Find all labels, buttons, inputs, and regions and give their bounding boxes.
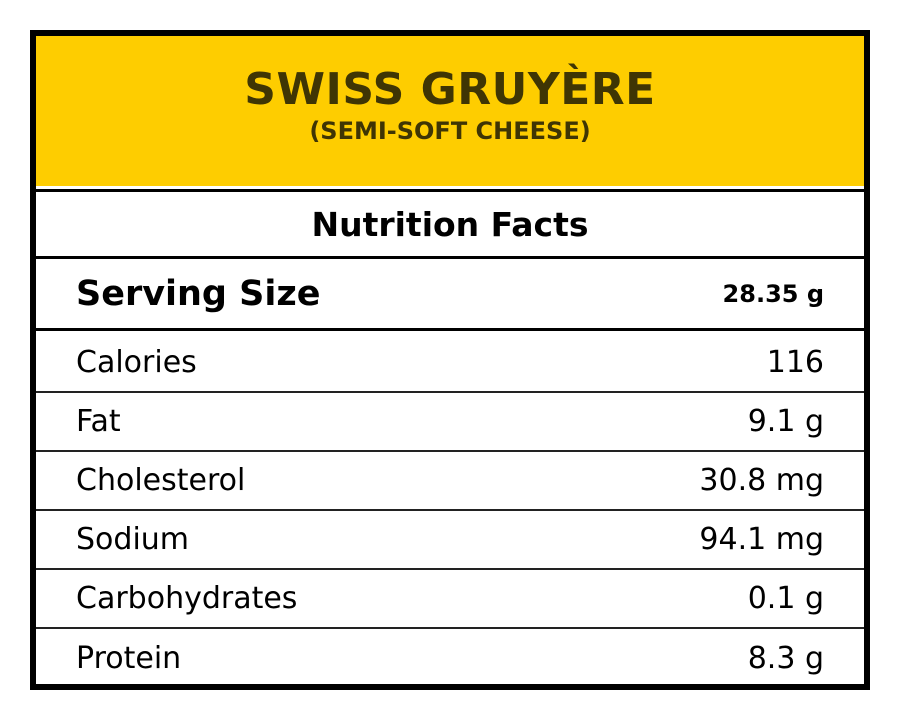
nutrient-value: 30.8 mg bbox=[699, 463, 824, 498]
nutrient-row-protein: Protein 8.3 g bbox=[36, 629, 864, 688]
label-header: SWISS GRUYÈRE (SEMI-SOFT CHEESE) bbox=[36, 36, 864, 186]
nutrient-value: 0.1 g bbox=[747, 581, 824, 616]
nutrient-row-carbohydrates: Carbohydrates 0.1 g bbox=[36, 570, 864, 629]
nutrient-value: 9.1 g bbox=[747, 404, 824, 439]
nutrient-row-cholesterol: Cholesterol 30.8 mg bbox=[36, 452, 864, 511]
serving-size-label: Serving Size bbox=[76, 273, 321, 314]
serving-size-value: 28.35 g bbox=[722, 279, 824, 308]
serving-size-row: Serving Size 28.35 g bbox=[36, 259, 864, 331]
product-title: SWISS GRUYÈRE bbox=[244, 64, 656, 115]
section-title: Nutrition Facts bbox=[36, 189, 864, 259]
nutrient-name: Sodium bbox=[76, 522, 190, 557]
nutrient-value: 94.1 mg bbox=[699, 522, 824, 557]
nutrient-name: Fat bbox=[76, 404, 121, 439]
nutrient-name: Carbohydrates bbox=[76, 581, 298, 616]
nutrition-label: SWISS GRUYÈRE (SEMI-SOFT CHEESE) Nutriti… bbox=[30, 30, 870, 690]
nutrient-value: 8.3 g bbox=[747, 641, 824, 676]
nutrient-value: 116 bbox=[766, 345, 824, 380]
product-subtitle: (SEMI-SOFT CHEESE) bbox=[309, 117, 591, 145]
nutrient-row-fat: Fat 9.1 g bbox=[36, 393, 864, 452]
nutrient-name: Cholesterol bbox=[76, 463, 246, 498]
nutrient-name: Calories bbox=[76, 345, 197, 380]
nutrient-name: Protein bbox=[76, 641, 182, 676]
nutrient-row-sodium: Sodium 94.1 mg bbox=[36, 511, 864, 570]
nutrient-row-calories: Calories 116 bbox=[36, 334, 864, 393]
